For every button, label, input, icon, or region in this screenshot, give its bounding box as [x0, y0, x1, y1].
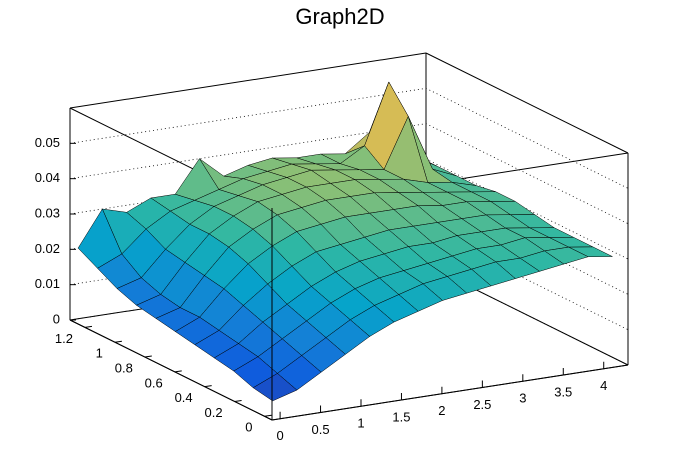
- y-tick-label: 0.8: [115, 360, 133, 375]
- z-tick-label: 0.04: [35, 170, 60, 185]
- x-tick-label: 2.5: [473, 397, 491, 412]
- x-tick-label: 0: [276, 428, 283, 443]
- x-tick-label: 3.5: [554, 384, 572, 399]
- box-edge: [425, 52, 629, 154]
- x-tick-label: 0.5: [312, 422, 330, 437]
- z-tick-label: 0.01: [35, 276, 60, 291]
- surface-cell: [252, 373, 298, 402]
- x-tick-label: 3: [519, 391, 526, 406]
- box-edge: [69, 52, 427, 109]
- y-tick-label: 0.4: [175, 390, 193, 405]
- box-edge: [271, 364, 629, 421]
- z-tick-label: 0.02: [35, 241, 60, 256]
- x-tick-label: 1.5: [392, 409, 410, 424]
- y-tick: [144, 355, 152, 358]
- grid-line: [69, 123, 629, 225]
- y-tick-label: 0.2: [205, 405, 223, 420]
- y-tick-label: 1: [96, 346, 103, 361]
- x-tick-label: 4: [600, 378, 607, 393]
- x-tick-label: 2: [438, 403, 445, 418]
- chart-title: Graph2D: [295, 4, 384, 29]
- y-tick: [174, 370, 182, 373]
- x-tick-label: 1: [357, 416, 364, 431]
- z-tick-label: 0.05: [35, 135, 60, 150]
- y-tick-label: 0.6: [145, 375, 163, 390]
- box-edge: [69, 319, 273, 421]
- y-tick: [204, 385, 212, 388]
- y-tick-label: 0: [245, 420, 252, 435]
- y-tick-label: 1.2: [55, 331, 73, 346]
- y-tick: [264, 414, 272, 417]
- y-tick: [84, 325, 93, 328]
- y-tick: [234, 399, 242, 402]
- z-tick-label: 0: [53, 311, 60, 326]
- y-tick: [114, 340, 122, 343]
- z-tick-label: 0.03: [35, 205, 60, 220]
- grid-line: [69, 87, 629, 189]
